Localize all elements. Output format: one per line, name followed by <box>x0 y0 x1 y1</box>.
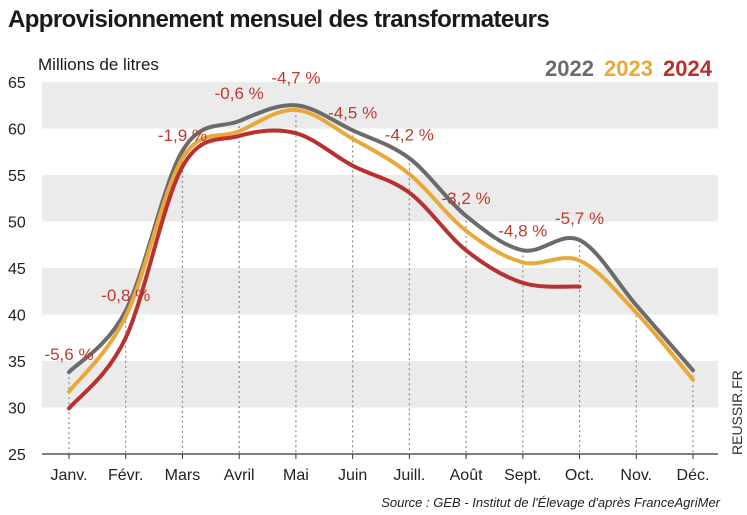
series-line-2023 <box>67 107 695 394</box>
band <box>42 268 718 315</box>
series-line-2024 <box>67 128 582 411</box>
x-tick-label: Avril <box>224 467 255 484</box>
band <box>42 175 718 222</box>
pct-label: -1,9 % <box>158 126 207 145</box>
pct-label: -4,8 % <box>498 221 547 240</box>
axes: 25 30 35 40 45 50 55 60 65 Janv. Févr. Mars Avril Mai… <box>8 75 718 484</box>
y-tick-label: 30 <box>8 401 26 418</box>
y-tick-label: 65 <box>8 75 26 92</box>
series-line-2022 <box>67 103 695 375</box>
legend-item-2022: 2022 <box>545 56 594 81</box>
y-tick-label: 25 <box>8 447 26 464</box>
x-tick-label: Nov. <box>620 467 652 484</box>
source-note: Source : GEB - Institut de l'Élevage d'a… <box>381 495 720 510</box>
pct-label: -5,6 % <box>44 345 93 364</box>
x-tick-label: Août <box>450 467 483 484</box>
y-tick-label: 55 <box>8 168 26 185</box>
pct-label: -5,7 % <box>555 209 604 228</box>
pct-label: -3,2 % <box>442 189 491 208</box>
y-tick-label: 35 <box>8 354 26 371</box>
band <box>42 361 718 408</box>
dotted-guides <box>68 105 694 454</box>
background-bands <box>42 82 718 408</box>
chart-title: Approvisionnement mensuel des transforma… <box>8 6 550 33</box>
y-tick-label: 40 <box>8 308 26 325</box>
watermark: REUSSIR.FR <box>729 370 745 455</box>
x-tick-label: Déc. <box>677 467 710 484</box>
legend-item-2023: 2023 <box>604 56 653 81</box>
x-tick-label: Févr. <box>108 467 144 484</box>
pct-label: -4,2 % <box>385 125 434 144</box>
band <box>42 82 718 129</box>
pct-label: -4,5 % <box>328 103 377 122</box>
pct-label: -0,6 % <box>215 84 264 103</box>
pct-label: -0,8 % <box>101 286 150 305</box>
x-tick-label: Mai <box>283 467 309 484</box>
x-tick-label: Janv. <box>50 467 87 484</box>
x-tick-label: Juill. <box>393 467 425 484</box>
y-tick-label: 45 <box>8 261 26 278</box>
x-tick-label: Sept. <box>504 467 541 484</box>
series-lines <box>67 103 695 411</box>
x-tick-label: Mars <box>165 467 201 484</box>
x-tick-label: Oct. <box>565 467 594 484</box>
percentage-labels: -5,6 % -0,8 % -1,9 % -0,6 % -4,7 % -4,5 % -4,2… <box>44 68 604 364</box>
pct-label: -4,7 % <box>271 68 320 87</box>
y-tick-label: 60 <box>8 122 26 139</box>
y-tick-label: 50 <box>8 215 26 232</box>
y-axis-label: Millions de litres <box>38 55 159 74</box>
legend: 2022 2023 2024 <box>545 56 713 81</box>
x-tick-label: Juin <box>338 467 367 484</box>
legend-item-2024: 2024 <box>663 56 713 81</box>
